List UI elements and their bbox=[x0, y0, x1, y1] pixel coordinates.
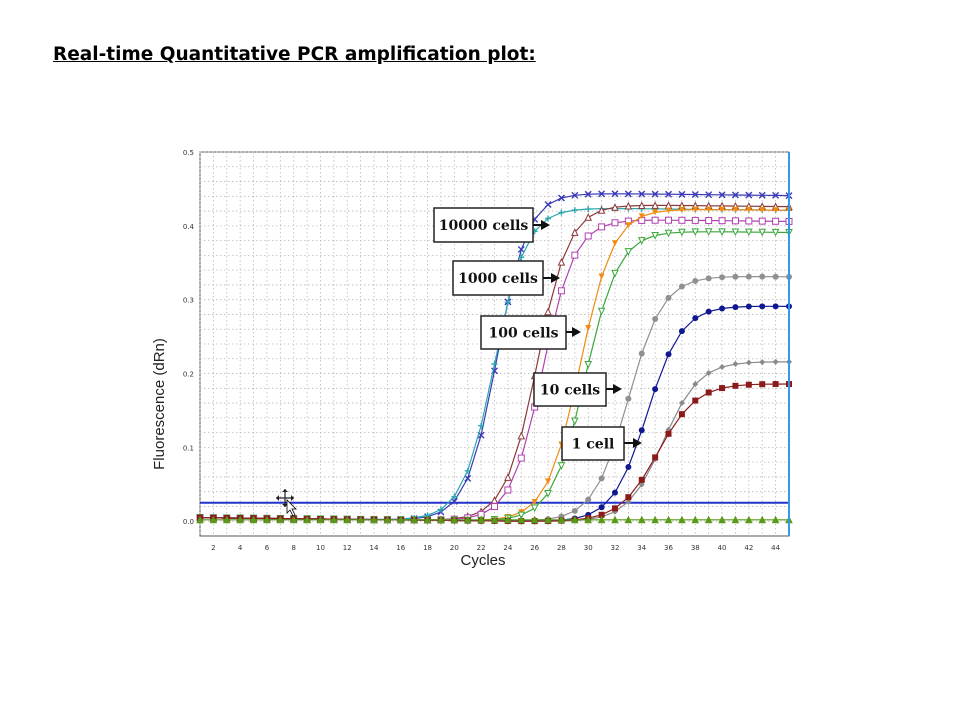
data-point bbox=[599, 224, 605, 230]
y-tick-label: 0.3 bbox=[183, 297, 194, 305]
x-tick-label: 8 bbox=[291, 544, 295, 552]
data-point bbox=[746, 304, 752, 310]
data-point bbox=[585, 497, 591, 503]
annotation-label: 10 cells bbox=[540, 383, 600, 399]
data-point bbox=[652, 217, 658, 223]
x-axis-title: Cycles bbox=[460, 552, 505, 569]
data-point bbox=[679, 217, 685, 223]
x-tick-label: 34 bbox=[637, 544, 646, 552]
data-point bbox=[706, 309, 712, 315]
data-point bbox=[719, 305, 725, 311]
x-tick-label: 6 bbox=[265, 544, 270, 552]
data-point bbox=[719, 218, 725, 224]
annotation-label: 10000 cells bbox=[439, 218, 529, 234]
data-point bbox=[599, 475, 605, 481]
data-point bbox=[492, 504, 498, 510]
y-tick-label: 0.4 bbox=[183, 223, 195, 231]
data-point bbox=[625, 464, 631, 470]
data-point bbox=[572, 252, 578, 258]
x-tick-label: 14 bbox=[370, 544, 379, 552]
data-point bbox=[746, 382, 752, 388]
x-tick-label: 4 bbox=[238, 544, 243, 552]
data-point bbox=[625, 494, 631, 500]
data-point bbox=[639, 351, 645, 357]
x-tick-label: 36 bbox=[664, 544, 673, 552]
data-point bbox=[679, 284, 685, 290]
data-point bbox=[732, 218, 738, 224]
data-point bbox=[666, 217, 672, 223]
x-tick-label: 20 bbox=[450, 544, 459, 552]
x-tick-label: 16 bbox=[396, 544, 405, 552]
data-point bbox=[706, 218, 712, 224]
data-point bbox=[612, 505, 618, 511]
data-point bbox=[679, 328, 685, 334]
x-tick-label: 12 bbox=[343, 544, 352, 552]
data-point bbox=[706, 390, 712, 396]
annotation-label: 100 cells bbox=[488, 326, 558, 342]
data-point bbox=[746, 218, 752, 224]
x-tick-label: 28 bbox=[557, 544, 566, 552]
data-point bbox=[759, 218, 765, 224]
data-point bbox=[773, 274, 779, 280]
data-point bbox=[572, 508, 578, 514]
data-point bbox=[759, 381, 765, 387]
x-tick-label: 32 bbox=[611, 544, 620, 552]
data-point bbox=[612, 490, 618, 496]
data-point bbox=[625, 396, 631, 402]
x-tick-label: 30 bbox=[584, 544, 593, 552]
x-tick-label: 42 bbox=[744, 544, 753, 552]
amplification-plot: Fluorescence (dRn) Cycles 2 4 6 8 10 12 14 16 18… bbox=[140, 140, 820, 590]
data-point bbox=[692, 398, 698, 404]
x-tick-label: 38 bbox=[691, 544, 700, 552]
data-point bbox=[558, 288, 564, 294]
data-point bbox=[692, 278, 698, 284]
data-point bbox=[652, 386, 658, 392]
data-point bbox=[652, 316, 658, 322]
data-point bbox=[599, 504, 605, 510]
data-point bbox=[706, 275, 712, 281]
data-point bbox=[666, 351, 672, 357]
y-tick-label: 0.5 bbox=[183, 149, 194, 157]
x-tick-label: 40 bbox=[718, 544, 727, 552]
x-tick-label: 26 bbox=[530, 544, 539, 552]
data-point bbox=[679, 411, 685, 417]
data-point bbox=[773, 303, 779, 309]
data-point bbox=[652, 454, 658, 460]
data-point bbox=[639, 477, 645, 483]
data-point bbox=[746, 274, 752, 280]
data-point bbox=[759, 274, 765, 280]
data-point bbox=[518, 455, 524, 461]
data-point bbox=[719, 385, 725, 391]
annotation-label: 1 cell bbox=[572, 437, 615, 453]
data-point bbox=[666, 431, 672, 437]
data-point bbox=[505, 487, 511, 493]
data-point bbox=[585, 233, 591, 239]
x-tick-label: 2 bbox=[211, 544, 215, 552]
x-tick-label: 24 bbox=[503, 544, 512, 552]
data-point bbox=[612, 220, 618, 226]
x-tick-label: 10 bbox=[316, 544, 325, 552]
data-point bbox=[773, 381, 779, 387]
x-tick-label: 22 bbox=[477, 544, 486, 552]
annotation-1: 10000 cells bbox=[434, 208, 550, 242]
y-tick-label: 0.1 bbox=[183, 444, 194, 452]
data-point bbox=[732, 383, 738, 389]
data-point bbox=[692, 315, 698, 321]
y-tick-label: 0.2 bbox=[183, 371, 194, 379]
data-point bbox=[639, 427, 645, 433]
data-point bbox=[759, 303, 765, 309]
data-point bbox=[666, 295, 672, 301]
data-point bbox=[719, 274, 725, 280]
annotation-3: 100 cells bbox=[481, 316, 581, 349]
y-axis-title: Fluorescence (dRn) bbox=[151, 338, 168, 470]
slide-title: Real-time Quantitative PCR amplification… bbox=[53, 44, 536, 65]
x-tick-label: 44 bbox=[771, 544, 780, 552]
annotation-label: 1000 cells bbox=[458, 271, 538, 287]
data-point bbox=[732, 304, 738, 310]
x-tick-label: 18 bbox=[423, 544, 432, 552]
data-point bbox=[773, 218, 779, 224]
y-tick-label: 0.0 bbox=[183, 518, 194, 526]
data-point bbox=[732, 274, 738, 280]
data-point bbox=[692, 217, 698, 223]
